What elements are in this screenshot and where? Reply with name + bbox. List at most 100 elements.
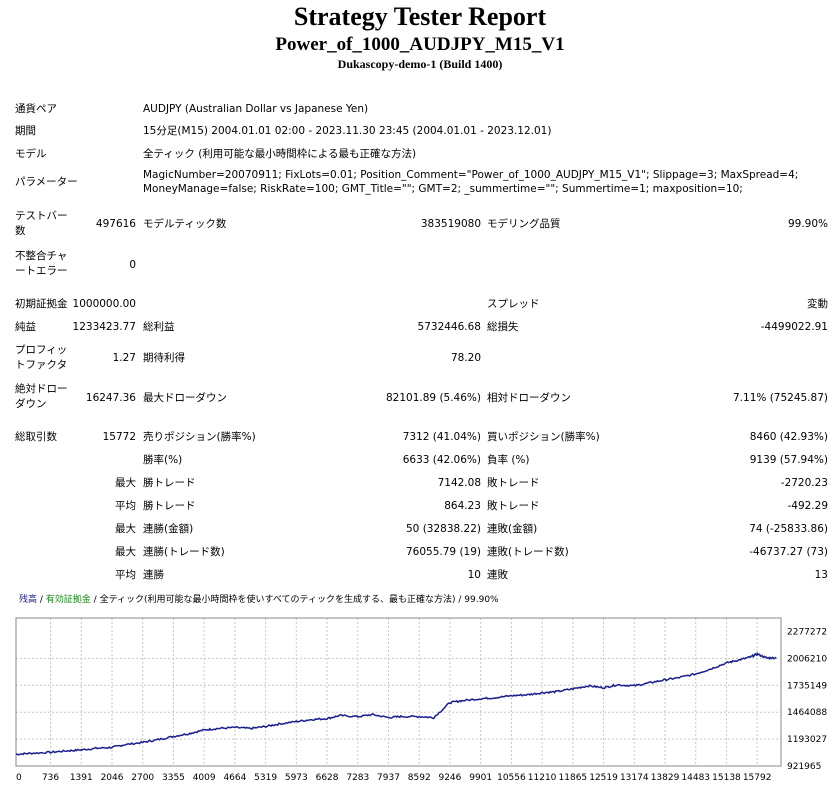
model-value: 全ティック (利用可能な最小時間枠による最も正確な方法): [143, 148, 417, 160]
bars-value: 497616: [95, 218, 136, 230]
net-value: 1233423.77: [72, 321, 136, 333]
y-tick-label: 2006210: [787, 654, 827, 664]
net-label: 純益: [15, 321, 36, 333]
avg-cons-loss-label: 連敗: [487, 569, 508, 581]
x-tick-label: 2700: [131, 773, 154, 783]
max-label-2: 最大: [115, 523, 136, 535]
ticks-label: モデルティック数: [143, 218, 227, 230]
cons-wins-label: 連勝(金額): [143, 523, 194, 535]
bars-label-2: 数: [15, 225, 26, 237]
chart-legend: 残高 / 有効証拠金 / 全ティック(利用可能な最小時間枠を使いすべてのティック…: [19, 593, 499, 605]
abs-dd-label-2: ダウン: [15, 398, 47, 410]
x-tick-label: 8592: [408, 773, 431, 783]
x-tick-label: 1391: [70, 773, 93, 783]
report-subtitle: Power_of_1000_AUDJPY_M15_V1: [275, 34, 565, 55]
gross-loss-value: -4499022.91: [760, 321, 828, 333]
x-tick-label: 5319: [254, 773, 277, 783]
bars-label-1: テストバー: [15, 210, 68, 222]
max-label-1: 最大: [115, 477, 136, 489]
payoff-label: 期待利得: [143, 352, 185, 364]
cons-lossn-label: 連敗(トレード数): [487, 546, 569, 558]
x-axis-ticks: 0 736 1391 2046 2700 3355 4009 4664 5319 5973 6628…: [16, 773, 771, 783]
spread-label: スプレッド: [487, 298, 540, 310]
win-value: 6633 (42.06%): [402, 454, 481, 466]
legend-equity: 有効証拠金: [46, 593, 91, 605]
short-label: 売りポジション(勝率%): [143, 431, 256, 443]
legend-balance: 残高: [19, 593, 37, 605]
chart-lines: [15, 651, 777, 756]
y-tick-label: 1193027: [787, 735, 827, 745]
payoff-value: 78.20: [450, 352, 481, 364]
spread-value: 変動: [807, 298, 828, 310]
avg-loss-value: -492.29: [787, 500, 828, 512]
avg-win-label: 勝トレード: [143, 500, 196, 512]
x-tick-label: 12519: [589, 773, 618, 783]
params-line2: MoneyManage=false; RiskRate=100; GMT_Tit…: [143, 183, 743, 195]
x-tick-label: 5973: [285, 773, 308, 783]
legend-sep-2: /: [91, 595, 100, 605]
cons-loss-label: 連敗(金額): [487, 523, 538, 535]
ticks-value: 383519080: [420, 218, 481, 230]
chart-background: [15, 592, 832, 784]
short-value: 7312 (41.04%): [402, 431, 481, 443]
y-tick-label: 2277272: [787, 627, 827, 637]
long-label: 買いポジション(勝率%): [487, 431, 600, 443]
mismatch-value: 0: [129, 259, 136, 271]
x-tick-label: 3355: [162, 773, 185, 783]
gross-profit-label: 総利益: [143, 321, 175, 333]
avg-cons-win-value: 10: [467, 569, 481, 581]
cons-wins-value: 50 (32838.22): [406, 523, 481, 535]
report-server: Dukascopy-demo-1 (Build 1400): [337, 57, 503, 71]
x-tick-label: 2046: [101, 773, 124, 783]
deposit-label: 初期証拠金: [15, 298, 68, 310]
x-tick-label: 0: [16, 773, 22, 783]
abs-dd-value: 16247.36: [85, 392, 136, 404]
loss-label: 負率 (%): [487, 454, 530, 466]
pf-label-1: プロフィッ: [15, 344, 68, 356]
x-tick-label: 4664: [223, 773, 246, 783]
trades-label: 総取引数: [15, 431, 57, 443]
deposit-value: 1000000.00: [72, 298, 136, 310]
avg-label-2: 平均: [115, 569, 136, 581]
balance-chart: 2277272 2006210 1735149 1464088 1193027 92196…: [15, 592, 832, 784]
max-dd-value: 82101.89 (5.46%): [386, 392, 481, 404]
avg-win-value: 864.23: [444, 500, 481, 512]
y-tick-label: 1735149: [787, 681, 827, 691]
largest-loss-value: -2720.23: [780, 477, 828, 489]
x-tick-label: 736: [42, 773, 59, 783]
legend-sep-1: /: [37, 595, 46, 605]
series-line-balance: [15, 651, 777, 756]
params-label: パラメーター: [15, 176, 78, 188]
win-label: 勝率(%): [143, 454, 183, 466]
quality-value: 99.90%: [787, 218, 828, 230]
x-tick-label: 7937: [377, 773, 400, 783]
rel-dd-value: 7.11% (75245.87): [733, 392, 828, 404]
legend-model: 全ティック(利用可能な最小時間枠を使いすべてのティックを生成する、最も正確な方法…: [100, 593, 456, 605]
period-label: 期間: [15, 125, 36, 137]
abs-dd-label-1: 絶対ドロー: [15, 383, 68, 395]
trades-value: 15772: [102, 431, 136, 443]
largest-win-label: 勝トレード: [143, 477, 196, 489]
loss-value: 9139 (57.94%): [749, 454, 828, 466]
rel-dd-label: 相対ドローダウン: [487, 392, 571, 404]
mismatch-label-2: ートエラー: [15, 265, 68, 277]
legend-quality: 99.90%: [464, 595, 499, 605]
avg-cons-win-label: 連勝: [143, 569, 164, 581]
largest-win-value: 7142.08: [437, 477, 481, 489]
x-tick-label: 11210: [528, 773, 557, 783]
long-value: 8460 (42.93%): [749, 431, 828, 443]
avg-loss-label: 敗トレード: [487, 500, 540, 512]
cons-profit-value: 76055.79 (19): [406, 546, 481, 558]
gross-profit-value: 5732446.68: [417, 321, 481, 333]
legend-sep-3: /: [456, 595, 465, 605]
avg-label-1: 平均: [115, 500, 136, 512]
mismatch-label-1: 不整合チャ: [15, 250, 68, 262]
x-tick-label: 11865: [559, 773, 588, 783]
period-value: 15分足(M15) 2004.01.01 02:00 - 2023.11.30 …: [143, 125, 552, 137]
x-tick-label: 9901: [469, 773, 492, 783]
model-label: モデル: [15, 148, 47, 160]
x-tick-label: 9246: [438, 773, 461, 783]
x-tick-label: 7283: [346, 773, 369, 783]
x-tick-label: 14483: [681, 773, 710, 783]
cons-lossn-value: -46737.27 (73): [749, 546, 828, 558]
